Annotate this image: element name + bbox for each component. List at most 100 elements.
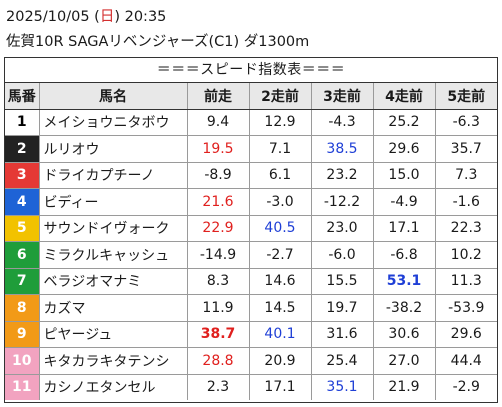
horse-number: 5 [5,215,40,242]
speed-index-value: 20.9 [249,347,312,375]
horse-name: キタカラキタテンシ [39,347,188,375]
speed-index-value: 7.1 [249,135,312,163]
speed-index-value: -1.6 [435,188,497,216]
horse-number: 2 [5,135,40,163]
horse-name: ルリオウ [39,135,188,163]
speed-index-value: 29.6 [373,135,436,163]
speed-index-value: 38.5 [311,135,374,163]
speed-index-value: -2.7 [249,241,312,269]
horse-number: 9 [5,321,40,348]
horse-name: サウンドイヴォーク [39,215,188,242]
horse-number: 8 [5,294,40,322]
table-row: 7 ベラジオマナミ 8.3 14.6 15.5 53.1 11.3 [5,268,497,295]
speed-index-value: 10.2 [435,241,497,269]
speed-index-value: 14.6 [249,268,312,295]
horse-name: メイショウニタボウ [39,109,188,136]
speed-index-value: 12.9 [249,109,312,136]
table-row: 10 キタカラキタテンシ 28.8 20.9 25.4 27.0 44.4 [5,347,497,375]
speed-index-value: 35.1 [311,374,374,400]
horse-name: カシノエタンセル [39,374,188,400]
speed-index-value: 6.1 [249,162,312,189]
weekday: 日 [99,9,115,25]
table-row: 6 ミラクルキャッシュ -14.9 -2.7 -6.0 -6.8 10.2 [5,241,497,269]
col-header-5back: 5走前 [435,83,497,110]
speed-index-value: -38.2 [373,294,436,322]
speed-index-value: 9.4 [187,109,250,136]
speed-index-value: 17.1 [249,374,312,400]
speed-index-value: -3.0 [249,188,312,216]
table-row: 5 サウンドイヴォーク 22.9 40.5 23.0 17.1 22.3 [5,215,497,242]
speed-index-value: 25.4 [311,347,374,375]
horse-name: ベラジオマナミ [39,268,188,295]
horse-number: 10 [5,347,40,375]
speed-index-value: 11.9 [187,294,250,322]
speed-index-value: -4.3 [311,109,374,136]
speed-index-table-frame: ＝＝＝スピード指数表＝＝＝ 馬番 馬名 前走 2走前 3走前 4走前 5走前 1… [4,57,498,403]
time-suffix: ) 20:35 [114,9,167,25]
speed-index-value: 29.6 [435,321,497,348]
table-row: 8 カズマ 11.9 14.5 19.7 -38.2 -53.9 [5,294,497,322]
col-header-last: 前走 [187,83,250,110]
horse-name: ミラクルキャッシュ [39,241,188,269]
date-prefix: 2025/10/05 ( [6,9,100,25]
speed-index-value: 40.5 [249,215,312,242]
speed-index-value: 2.3 [187,374,250,400]
speed-index-value: 15.5 [311,268,374,295]
col-header-number: 馬番 [5,83,40,110]
table-row: 9 ピヤージュ 38.7 40.1 31.6 30.6 29.6 [5,321,497,348]
table-row: 4 ビディー 21.6 -3.0 -12.2 -4.9 -1.6 [5,188,497,216]
horse-name: ビディー [39,188,188,216]
speed-index-value: -14.9 [187,241,250,269]
table-row: 2 ルリオウ 19.5 7.1 38.5 29.6 35.7 [5,135,497,163]
speed-index-value: 44.4 [435,347,497,375]
col-header-4back: 4走前 [373,83,436,110]
speed-index-value: 21.9 [373,374,436,400]
table-row: 11 カシノエタンセル 2.3 17.1 35.1 21.9 -2.9 [5,374,497,400]
speed-index-value: 23.0 [311,215,374,242]
speed-index-value: 22.9 [187,215,250,242]
speed-index-value: 25.2 [373,109,436,136]
col-header-name: 馬名 [39,83,188,110]
speed-index-value: -6.0 [311,241,374,269]
table-title: ＝＝＝スピード指数表＝＝＝ [5,58,497,83]
race-date-time: 2025/10/05 (日) 20:35 [6,5,166,26]
speed-index-value: 17.1 [373,215,436,242]
speed-index-value: -6.8 [373,241,436,269]
speed-index-value: -53.9 [435,294,497,322]
speed-index-value: 23.2 [311,162,374,189]
speed-index-value: -12.2 [311,188,374,216]
horse-name: ピヤージュ [39,321,188,348]
speed-index-value: 35.7 [435,135,497,163]
speed-index-value: 8.3 [187,268,250,295]
speed-index-value: 53.1 [373,268,436,295]
race-info: 佐賀10R SAGAリベンジャーズ(C1) ダ1300m [6,34,310,50]
speed-index-value: -6.3 [435,109,497,136]
speed-index-value: -4.9 [373,188,436,216]
speed-index-value: 14.5 [249,294,312,322]
speed-index-value: 27.0 [373,347,436,375]
header-row: 馬番 馬名 前走 2走前 3走前 4走前 5走前 [5,83,497,110]
speed-index-value: 28.8 [187,347,250,375]
table-row: 3 ドライカプチーノ -8.9 6.1 23.2 15.0 7.3 [5,162,497,189]
speed-index-value: -8.9 [187,162,250,189]
speed-index-value: 11.3 [435,268,497,295]
speed-index-value: 21.6 [187,188,250,216]
col-header-2back: 2走前 [249,83,312,110]
speed-index-value: 15.0 [373,162,436,189]
speed-index-value: 7.3 [435,162,497,189]
horse-number: 6 [5,241,40,269]
speed-index-value: 30.6 [373,321,436,348]
speed-index-table: 馬番 馬名 前走 2走前 3走前 4走前 5走前 1 メイショウニタボウ 9.4 12… [5,83,497,400]
horse-number: 11 [5,374,40,400]
speed-index-value: 38.7 [187,321,250,348]
speed-index-value: 19.5 [187,135,250,163]
horse-number: 1 [5,109,40,136]
speed-index-value: -2.9 [452,379,480,396]
horse-number: 4 [5,188,40,216]
horse-number: 3 [5,162,40,189]
horse-name: ドライカプチーノ [39,162,188,189]
speed-index-value: 22.3 [435,215,497,242]
horse-number: 7 [5,268,40,295]
speed-index-value: 31.6 [311,321,374,348]
speed-index-value: 19.7 [311,294,374,322]
